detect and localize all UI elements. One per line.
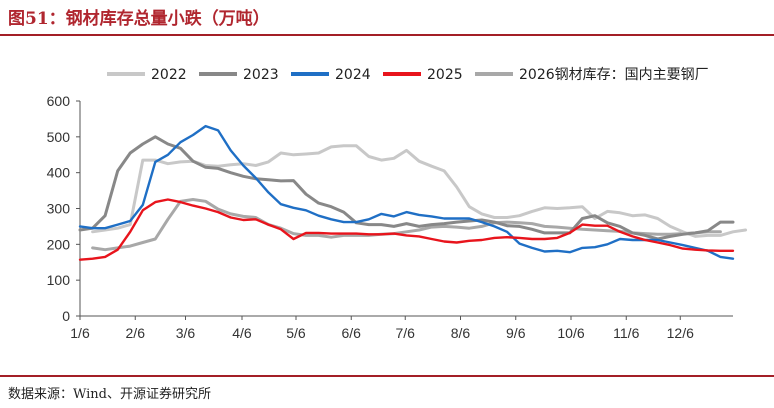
x-tick-label: 5/6 [286, 325, 306, 341]
series-line-2023 [78, 135, 735, 241]
legend-label-2022: 2022 [151, 67, 187, 83]
y-tick-label: 0 [62, 308, 70, 324]
y-tick-label: 600 [47, 93, 71, 109]
x-tick-label: 6/6 [342, 325, 362, 341]
series-line-2026 [91, 198, 722, 252]
x-tick-label: 1/6 [70, 325, 90, 341]
legend-label-2025: 2025 [427, 67, 463, 83]
x-tick-label: 11/6 [613, 325, 639, 341]
chart-legend: 2022 2023 2024 2025 2026钢材库存：国内主要钢厂 [107, 67, 709, 83]
y-tick-label: 200 [47, 236, 71, 252]
y-tick-label: 300 [47, 201, 71, 217]
x-tick-label: 8/6 [451, 325, 471, 341]
y-tick-label: 500 [47, 129, 71, 145]
series-lines [78, 124, 748, 261]
x-tick-label: 2/6 [126, 325, 146, 341]
legend-label-2026: 2026钢材库存：国内主要钢厂 [519, 67, 709, 83]
footer-rule [0, 375, 774, 377]
series-line-2024 [78, 124, 735, 260]
title-rule [0, 34, 774, 36]
x-tick-label: 10/6 [557, 325, 584, 341]
data-source-note: 数据来源：Wind、开源证券研究所 [8, 387, 211, 402]
x-tick-label: 9/6 [506, 325, 526, 341]
x-tick-label: 4/6 [232, 325, 252, 341]
x-tick-label: 7/6 [396, 325, 416, 341]
y-tick-label: 100 [47, 272, 71, 288]
x-tick-label: 3/6 [176, 325, 196, 341]
line-chart: 2022 2023 2024 2025 2026钢材库存：国内主要钢厂 0 100 200 3… [47, 67, 748, 341]
y-axis: 0 100 200 300 400 500 600 [47, 93, 81, 324]
legend-label-2024: 2024 [335, 67, 371, 83]
legend-label-2023: 2023 [243, 67, 279, 83]
y-tick-label: 400 [47, 165, 71, 181]
x-tick-label: 12/6 [667, 325, 694, 341]
x-axis: 1/6 2/6 3/6 4/6 5/6 6/6 7/6 8/6 9/6 10/6 11/6 12/6 [70, 315, 733, 341]
series-line-2025 [78, 198, 735, 261]
figure-title: 图51：钢材库存总量小跌（万吨） [8, 9, 270, 29]
